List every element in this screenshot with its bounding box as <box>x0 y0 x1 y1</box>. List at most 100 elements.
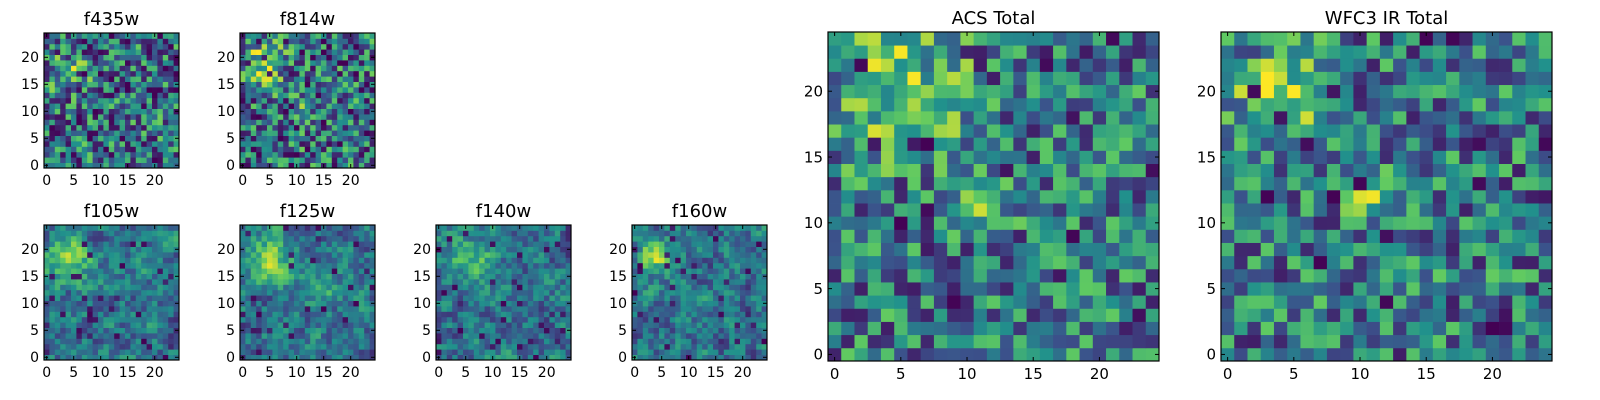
heatmap-cell <box>369 38 376 45</box>
heatmap-cell <box>60 246 66 253</box>
heatmap-cell <box>1106 110 1120 125</box>
heatmap-cell <box>162 306 169 312</box>
heatmap-cell <box>986 45 1001 59</box>
heatmap-cell <box>364 119 370 126</box>
heatmap-cell <box>130 65 137 72</box>
heatmap-cell <box>484 354 491 361</box>
heatmap-cell <box>119 333 126 339</box>
heatmap-cell <box>76 333 83 339</box>
heatmap-cell <box>1066 176 1080 191</box>
heatmap-cell <box>479 246 485 253</box>
heatmap-cell <box>141 306 147 312</box>
heatmap-cell <box>326 284 333 291</box>
heatmap-cell <box>446 295 453 301</box>
y-tick-label: 20 <box>217 242 235 258</box>
heatmap-cell <box>358 354 365 361</box>
heatmap-cell <box>342 70 349 77</box>
heatmap-cell <box>71 327 77 334</box>
heatmap-cell <box>288 257 295 264</box>
heatmap-cell <box>125 279 131 285</box>
heatmap-cell <box>1079 203 1094 217</box>
heatmap-cell <box>686 343 692 350</box>
heatmap-cell <box>348 279 354 285</box>
heatmap-cell <box>522 295 529 301</box>
heatmap-cell <box>669 279 676 285</box>
heatmap-cell <box>358 141 365 147</box>
heatmap-cell <box>288 235 295 242</box>
heatmap-cell <box>348 97 354 104</box>
heatmap-cell <box>152 311 158 318</box>
heatmap-cell <box>1132 334 1147 349</box>
heatmap-cell <box>1525 216 1540 230</box>
heatmap-cell <box>490 279 496 285</box>
heatmap-cell <box>1000 137 1014 151</box>
heatmap-cell <box>146 146 153 153</box>
heatmap-cell <box>1538 242 1553 257</box>
heatmap-cell <box>261 135 268 142</box>
heatmap-cell <box>1459 255 1473 270</box>
heatmap-cell <box>240 257 246 264</box>
heatmap-cell <box>315 87 322 93</box>
heatmap-cell <box>642 262 649 269</box>
heatmap-cell <box>1039 150 1054 164</box>
heatmap-cell <box>277 157 284 163</box>
heatmap-cell <box>114 119 120 126</box>
heatmap-cell <box>1393 282 1407 296</box>
heatmap-cell <box>162 162 169 169</box>
heatmap-cell <box>310 135 316 142</box>
heatmap-cell <box>1499 203 1513 217</box>
heatmap-cell <box>490 235 496 242</box>
heatmap-cell <box>707 262 714 269</box>
heatmap-cell <box>828 110 842 125</box>
heatmap-cell <box>321 230 327 237</box>
heatmap-cell <box>173 70 180 77</box>
heatmap-cell <box>358 300 365 307</box>
heatmap-cell <box>60 311 66 318</box>
heatmap-cell <box>250 81 257 88</box>
heatmap-cell <box>1013 137 1027 151</box>
heatmap-cell <box>358 92 365 99</box>
heatmap-cell <box>146 38 153 45</box>
heatmap-cell <box>648 327 654 334</box>
heatmap-cell <box>1092 97 1107 112</box>
heatmap-cell <box>245 43 252 50</box>
heatmap-cell <box>463 241 469 247</box>
heatmap-cell <box>549 284 556 291</box>
heatmap-cell <box>44 43 50 50</box>
heatmap-cell <box>544 257 550 264</box>
heatmap-cell <box>632 241 638 247</box>
heatmap-cell <box>71 284 77 291</box>
heatmap-cell <box>76 43 83 50</box>
heatmap-cell <box>87 119 93 126</box>
heatmap-cell <box>653 306 660 312</box>
heatmap-cell <box>669 268 676 274</box>
heatmap-cell <box>960 321 975 336</box>
heatmap-cell <box>1013 71 1027 86</box>
heatmap-cell <box>479 257 485 264</box>
heatmap-cell <box>261 43 268 50</box>
heatmap-cell <box>272 119 279 126</box>
heatmap-cell <box>750 316 757 323</box>
heatmap-cell <box>342 38 349 45</box>
heatmap-cell <box>250 295 257 301</box>
heatmap-cell <box>326 279 333 285</box>
heatmap-cell <box>1221 176 1235 191</box>
heatmap-cell <box>750 273 757 280</box>
heatmap-cell <box>256 316 262 323</box>
heatmap-cell <box>331 322 338 328</box>
heatmap-cell <box>277 252 284 258</box>
heatmap-cell <box>294 289 300 296</box>
heatmap-cell <box>1119 189 1133 204</box>
heatmap-cell <box>696 235 703 242</box>
heatmap-cell <box>76 92 83 99</box>
heatmap-cell <box>659 338 665 345</box>
heatmap-cell <box>114 295 120 301</box>
heatmap-cell <box>364 87 370 93</box>
heatmap-cell <box>49 333 56 339</box>
heatmap-cell <box>659 273 665 280</box>
heatmap-cell <box>321 130 327 136</box>
heatmap-cell <box>1132 229 1147 243</box>
heatmap-cell <box>1273 295 1288 309</box>
heatmap-cell <box>304 130 311 136</box>
heatmap-cell <box>565 316 572 323</box>
